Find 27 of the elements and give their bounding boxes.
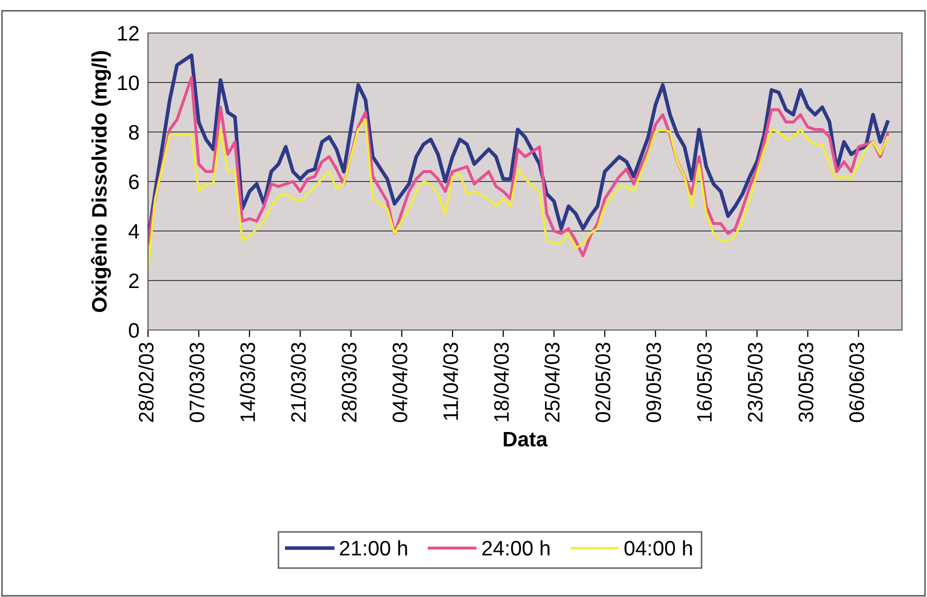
y-tick-label: 6	[129, 174, 139, 190]
legend-label: 24:00 h	[482, 540, 550, 556]
x-tick-label: 16/05/03	[696, 342, 712, 422]
x-tick-label: 21/03/03	[290, 342, 306, 422]
legend-label: 21:00 h	[340, 540, 408, 556]
y-tick-label: 2	[129, 274, 139, 288]
legend-label: 04:00 h	[624, 540, 692, 556]
y-tick-label: 10	[118, 76, 139, 90]
y-tick-label: 8	[128, 125, 139, 140]
x-tick-label: 18/04/03	[494, 342, 509, 422]
x-axis-title: Data	[504, 432, 548, 447]
x-tick-label: 07/03/03	[189, 342, 204, 422]
x-tick-label: 28/03/03	[341, 342, 357, 422]
x-tick-label: 02/05/03	[595, 342, 610, 422]
x-tick-label: 25/04/03	[544, 342, 560, 422]
x-tick-label: 30/05/03	[798, 342, 814, 422]
x-tick-label: 23/05/03	[747, 342, 763, 422]
y-tick-label: 0	[128, 323, 139, 338]
x-tick-label: 04/04/03	[392, 342, 408, 422]
y-tick-label: 4	[128, 224, 140, 239]
x-tick-label: 11/04/03	[442, 342, 458, 420]
x-tick-label: 09/05/03	[646, 342, 662, 422]
y-axis-title: Oxigênio Dissolvido (mg/l)	[90, 51, 111, 312]
x-tick-label: 06/06/03	[848, 342, 864, 422]
x-tick-label: 14/03/03	[240, 342, 256, 422]
x-tick-label: 28/02/03	[138, 342, 154, 422]
y-tick-label: 12	[118, 26, 139, 41]
